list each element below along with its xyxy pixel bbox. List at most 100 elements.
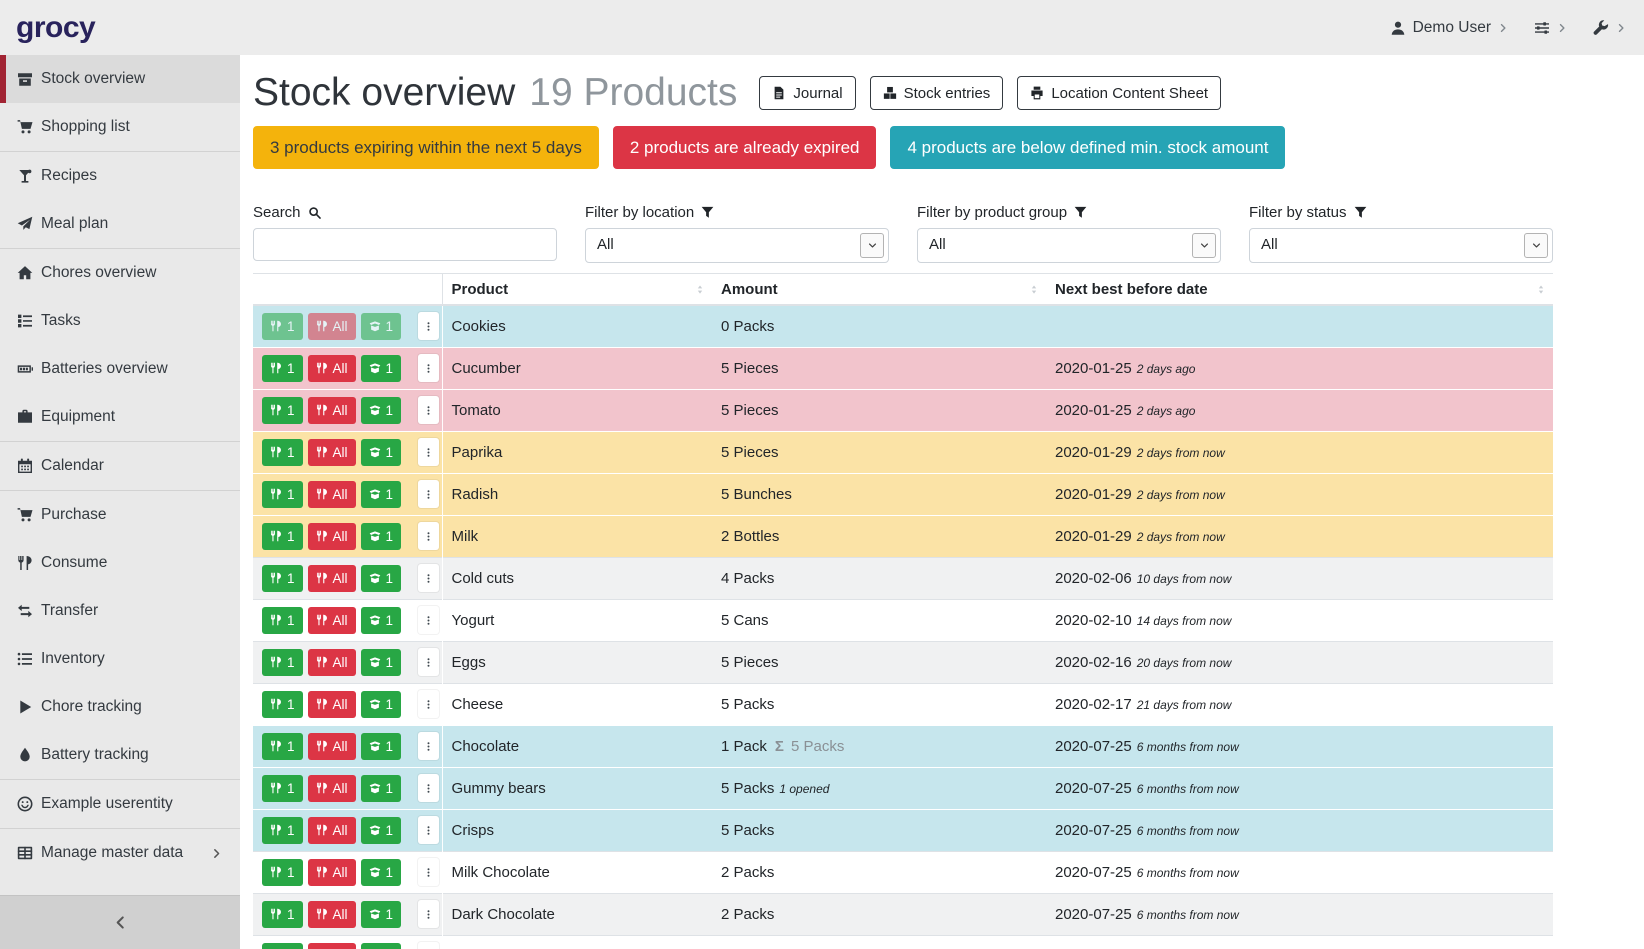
consume-one-button[interactable]: 1 xyxy=(262,438,303,466)
user-menu[interactable]: Demo User xyxy=(1390,19,1508,37)
consume-all-button[interactable]: All xyxy=(307,942,356,949)
sidebar-item-tasks[interactable]: Tasks xyxy=(0,297,240,345)
consume-all-button[interactable]: All xyxy=(307,690,356,718)
row-menu-button[interactable] xyxy=(417,942,439,949)
consume-all-button[interactable]: All xyxy=(307,522,356,550)
consume-all-button[interactable]: All xyxy=(307,564,356,592)
row-menu-button[interactable] xyxy=(417,312,439,341)
sidebar-item-recipes[interactable]: Recipes xyxy=(0,152,240,200)
consume-one-button[interactable]: 1 xyxy=(262,522,303,550)
consume-all-button[interactable]: All xyxy=(307,312,356,340)
consume-one-button[interactable]: 1 xyxy=(262,858,303,886)
row-menu-button[interactable] xyxy=(417,522,439,550)
consume-all-button[interactable]: All xyxy=(307,396,356,424)
consume-one-button[interactable]: 1 xyxy=(262,690,303,718)
row-menu-button[interactable] xyxy=(417,816,439,844)
sidebar-item-equipment[interactable]: Equipment xyxy=(0,393,240,441)
consume-one-button[interactable]: 1 xyxy=(262,900,303,928)
sidebar-item-transfer[interactable]: Transfer xyxy=(0,587,240,635)
amount-column-header[interactable]: Amount xyxy=(712,273,1046,306)
open-one-button[interactable]: 1 xyxy=(360,732,402,760)
open-one-button[interactable]: 1 xyxy=(360,564,402,592)
consume-all-button[interactable]: All xyxy=(307,732,356,760)
consume-all-button[interactable]: All xyxy=(307,354,356,382)
consume-all-button[interactable]: All xyxy=(307,480,356,508)
consume-one-button[interactable]: 1 xyxy=(262,564,303,592)
open-one-button[interactable]: 1 xyxy=(360,354,402,382)
expired-alert[interactable]: 2 products are already expired xyxy=(612,126,877,169)
row-menu-button[interactable] xyxy=(417,900,439,928)
row-menu-button[interactable] xyxy=(417,774,439,802)
row-menu-button[interactable] xyxy=(417,648,439,676)
open-one-button[interactable]: 1 xyxy=(360,312,402,340)
row-menu-button[interactable] xyxy=(417,480,439,508)
open-one-button[interactable]: 1 xyxy=(360,480,402,508)
sidebar-item-inventory[interactable]: Inventory xyxy=(0,635,240,683)
sidebar-item-example-userentity[interactable]: Example userentity xyxy=(0,780,240,828)
sidebar-item-manage-master-data[interactable]: Manage master data xyxy=(0,829,240,877)
settings-menu[interactable] xyxy=(1534,20,1567,36)
consume-all-button[interactable]: All xyxy=(307,816,356,844)
below-min-stock-alert[interactable]: 4 products are below defined min. stock … xyxy=(890,126,1286,169)
row-menu-button[interactable] xyxy=(417,438,439,466)
sidebar-item-chore-tracking[interactable]: Chore tracking xyxy=(0,683,240,731)
consume-one-button[interactable]: 1 xyxy=(262,732,303,760)
consume-one-button[interactable]: 1 xyxy=(262,396,303,424)
open-one-button[interactable]: 1 xyxy=(360,648,402,676)
sidebar-collapse-button[interactable] xyxy=(0,895,240,949)
sidebar-item-calendar[interactable]: Calendar xyxy=(0,442,240,490)
consume-all-button[interactable]: All xyxy=(307,858,356,886)
sidebar-item-stock-overview[interactable]: Stock overview xyxy=(0,55,240,103)
open-one-button[interactable]: 1 xyxy=(360,606,402,634)
consume-one-button[interactable]: 1 xyxy=(262,648,303,676)
sidebar-item-chores-overview[interactable]: Chores overview xyxy=(0,249,240,297)
row-menu-button[interactable] xyxy=(417,606,439,634)
product-group-select[interactable]: All xyxy=(917,228,1221,263)
status-select[interactable]: All xyxy=(1249,228,1553,263)
product-column-header[interactable]: Product xyxy=(442,273,712,306)
consume-one-button[interactable]: 1 xyxy=(262,606,303,634)
open-one-button[interactable]: 1 xyxy=(360,816,402,844)
stock-entries-button[interactable]: Stock entries xyxy=(869,76,1004,110)
open-one-button[interactable]: 1 xyxy=(360,522,402,550)
expiring-soon-alert[interactable]: 3 products expiring within the next 5 da… xyxy=(253,126,599,169)
consume-one-button[interactable]: 1 xyxy=(262,774,303,802)
sidebar-item-meal-plan[interactable]: Meal plan xyxy=(0,200,240,248)
open-one-button[interactable]: 1 xyxy=(360,942,402,949)
sidebar-item-shopping-list[interactable]: Shopping list xyxy=(0,103,240,151)
open-one-button[interactable]: 1 xyxy=(360,438,402,466)
open-one-button[interactable]: 1 xyxy=(360,690,402,718)
search-input[interactable] xyxy=(253,228,557,261)
row-menu-button[interactable] xyxy=(417,396,439,424)
row-menu-button[interactable] xyxy=(417,564,439,592)
grocy-logo[interactable]: grocy xyxy=(16,10,96,44)
consume-all-button[interactable]: All xyxy=(307,438,356,466)
open-one-button[interactable]: 1 xyxy=(360,858,402,886)
open-one-button[interactable]: 1 xyxy=(360,900,402,928)
row-menu-button[interactable] xyxy=(417,690,439,718)
consume-all-button[interactable]: All xyxy=(307,774,356,802)
journal-button[interactable]: Journal xyxy=(759,76,856,110)
location-content-sheet-button[interactable]: Location Content Sheet xyxy=(1017,76,1222,110)
bbd-date: 2020-01-25 xyxy=(1055,359,1132,377)
location-select[interactable]: All xyxy=(585,228,889,263)
bbd-column-header[interactable]: Next best before date xyxy=(1046,273,1553,306)
row-menu-button[interactable] xyxy=(417,354,439,382)
row-menu-button[interactable] xyxy=(417,858,439,886)
consume-one-button[interactable]: 1 xyxy=(262,942,303,949)
consume-all-button[interactable]: All xyxy=(307,900,356,928)
open-one-button[interactable]: 1 xyxy=(360,396,402,424)
open-one-button[interactable]: 1 xyxy=(360,774,402,802)
consume-one-button[interactable]: 1 xyxy=(262,354,303,382)
row-menu-button[interactable] xyxy=(417,732,439,760)
sidebar-item-battery-tracking[interactable]: Battery tracking xyxy=(0,731,240,779)
sidebar-item-purchase[interactable]: Purchase xyxy=(0,491,240,539)
consume-one-button[interactable]: 1 xyxy=(262,480,303,508)
consume-all-button[interactable]: All xyxy=(307,648,356,676)
consume-one-button[interactable]: 1 xyxy=(262,312,303,340)
consume-one-button[interactable]: 1 xyxy=(262,816,303,844)
sidebar-item-consume[interactable]: Consume xyxy=(0,539,240,587)
consume-all-button[interactable]: All xyxy=(307,606,356,634)
sidebar-item-batteries-overview[interactable]: Batteries overview xyxy=(0,345,240,393)
admin-menu[interactable] xyxy=(1593,19,1626,36)
